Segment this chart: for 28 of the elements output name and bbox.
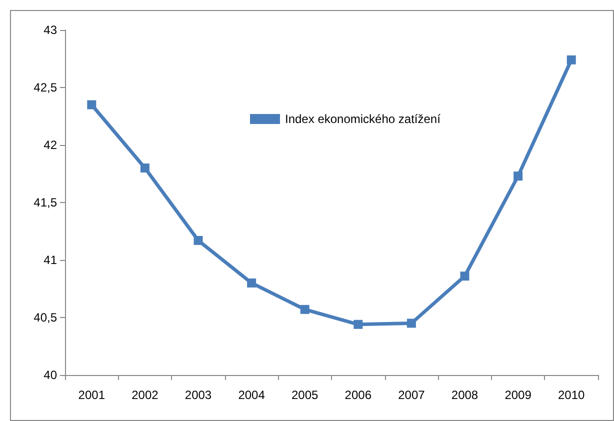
x-tick-label: 2004	[238, 388, 266, 402]
point	[354, 320, 363, 329]
y-tick-label: 40,5	[34, 310, 58, 324]
point	[87, 100, 96, 110]
x-tick-label: 2006	[344, 388, 372, 402]
x-tick-label: 2008	[451, 388, 478, 402]
x-tick-label: 2001	[78, 388, 106, 402]
point	[300, 304, 310, 314]
x-tick-label: 2010	[558, 388, 586, 402]
x-tick-label: 2007	[398, 388, 426, 402]
x-tick-label: 2009	[504, 388, 532, 402]
y-tick-label: 42,5	[34, 80, 58, 94]
point	[247, 278, 256, 288]
point	[194, 236, 203, 245]
legend-label: Index ekonomického zatížení	[285, 112, 442, 126]
y-tick-label: 41	[44, 253, 58, 267]
point	[566, 55, 576, 64]
x-tick-label: 2003	[184, 388, 212, 402]
x-tick-label: 2002	[132, 388, 159, 402]
y-tick-label: 41,5	[34, 196, 58, 210]
y-tick-label: 42	[44, 138, 58, 152]
point	[140, 164, 150, 172]
x-tick-label: 2005	[292, 388, 319, 402]
y-tick-label: 43	[44, 23, 58, 37]
y-tick-label: 40	[44, 368, 58, 382]
point	[406, 318, 416, 328]
point	[514, 172, 523, 181]
point	[460, 272, 470, 281]
